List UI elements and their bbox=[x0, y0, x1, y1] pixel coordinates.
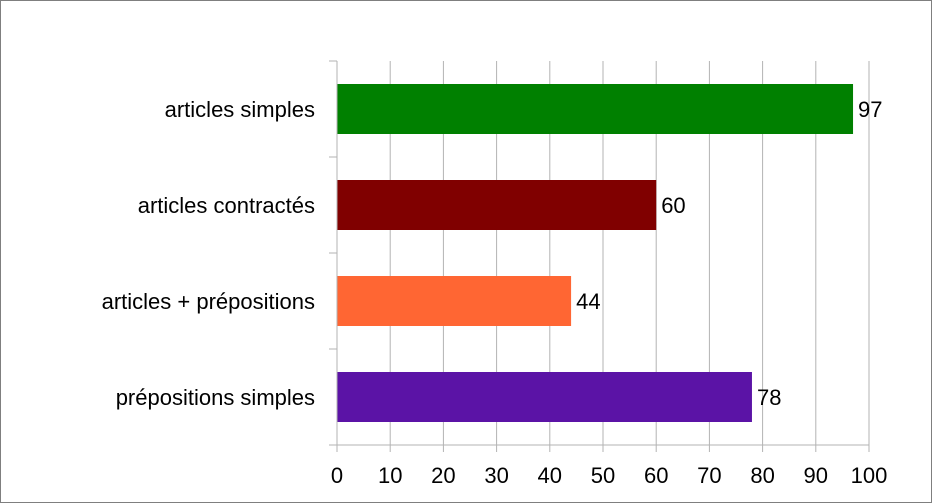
x-tick-label: 80 bbox=[750, 463, 774, 488]
category-label: articles contractés bbox=[138, 193, 315, 218]
x-tick-label: 10 bbox=[378, 463, 402, 488]
labels: 0 10 20 30 40 50 60 70 80 90 100 articles simples 97… bbox=[102, 97, 888, 488]
data-label: 78 bbox=[757, 385, 781, 410]
x-tick-label: 40 bbox=[538, 463, 562, 488]
x-tick-label: 20 bbox=[431, 463, 455, 488]
x-tick-label: 70 bbox=[697, 463, 721, 488]
x-tick-label: 50 bbox=[591, 463, 615, 488]
axes bbox=[329, 61, 869, 446]
data-label: 44 bbox=[576, 289, 600, 314]
category-label: articles + prépositions bbox=[102, 289, 315, 314]
x-tick-label: 0 bbox=[331, 463, 343, 488]
x-tick-label: 100 bbox=[851, 463, 888, 488]
data-label: 97 bbox=[858, 97, 882, 122]
bar bbox=[337, 180, 657, 230]
category-label: articles simples bbox=[165, 97, 315, 122]
x-tick-label: 60 bbox=[644, 463, 668, 488]
bars bbox=[337, 84, 854, 422]
bar bbox=[337, 372, 752, 422]
bar bbox=[337, 84, 854, 134]
bar bbox=[337, 276, 572, 326]
category-label: prépositions simples bbox=[116, 385, 315, 410]
x-tick-label: 90 bbox=[804, 463, 828, 488]
x-tick-label: 30 bbox=[484, 463, 508, 488]
data-label: 60 bbox=[661, 193, 685, 218]
